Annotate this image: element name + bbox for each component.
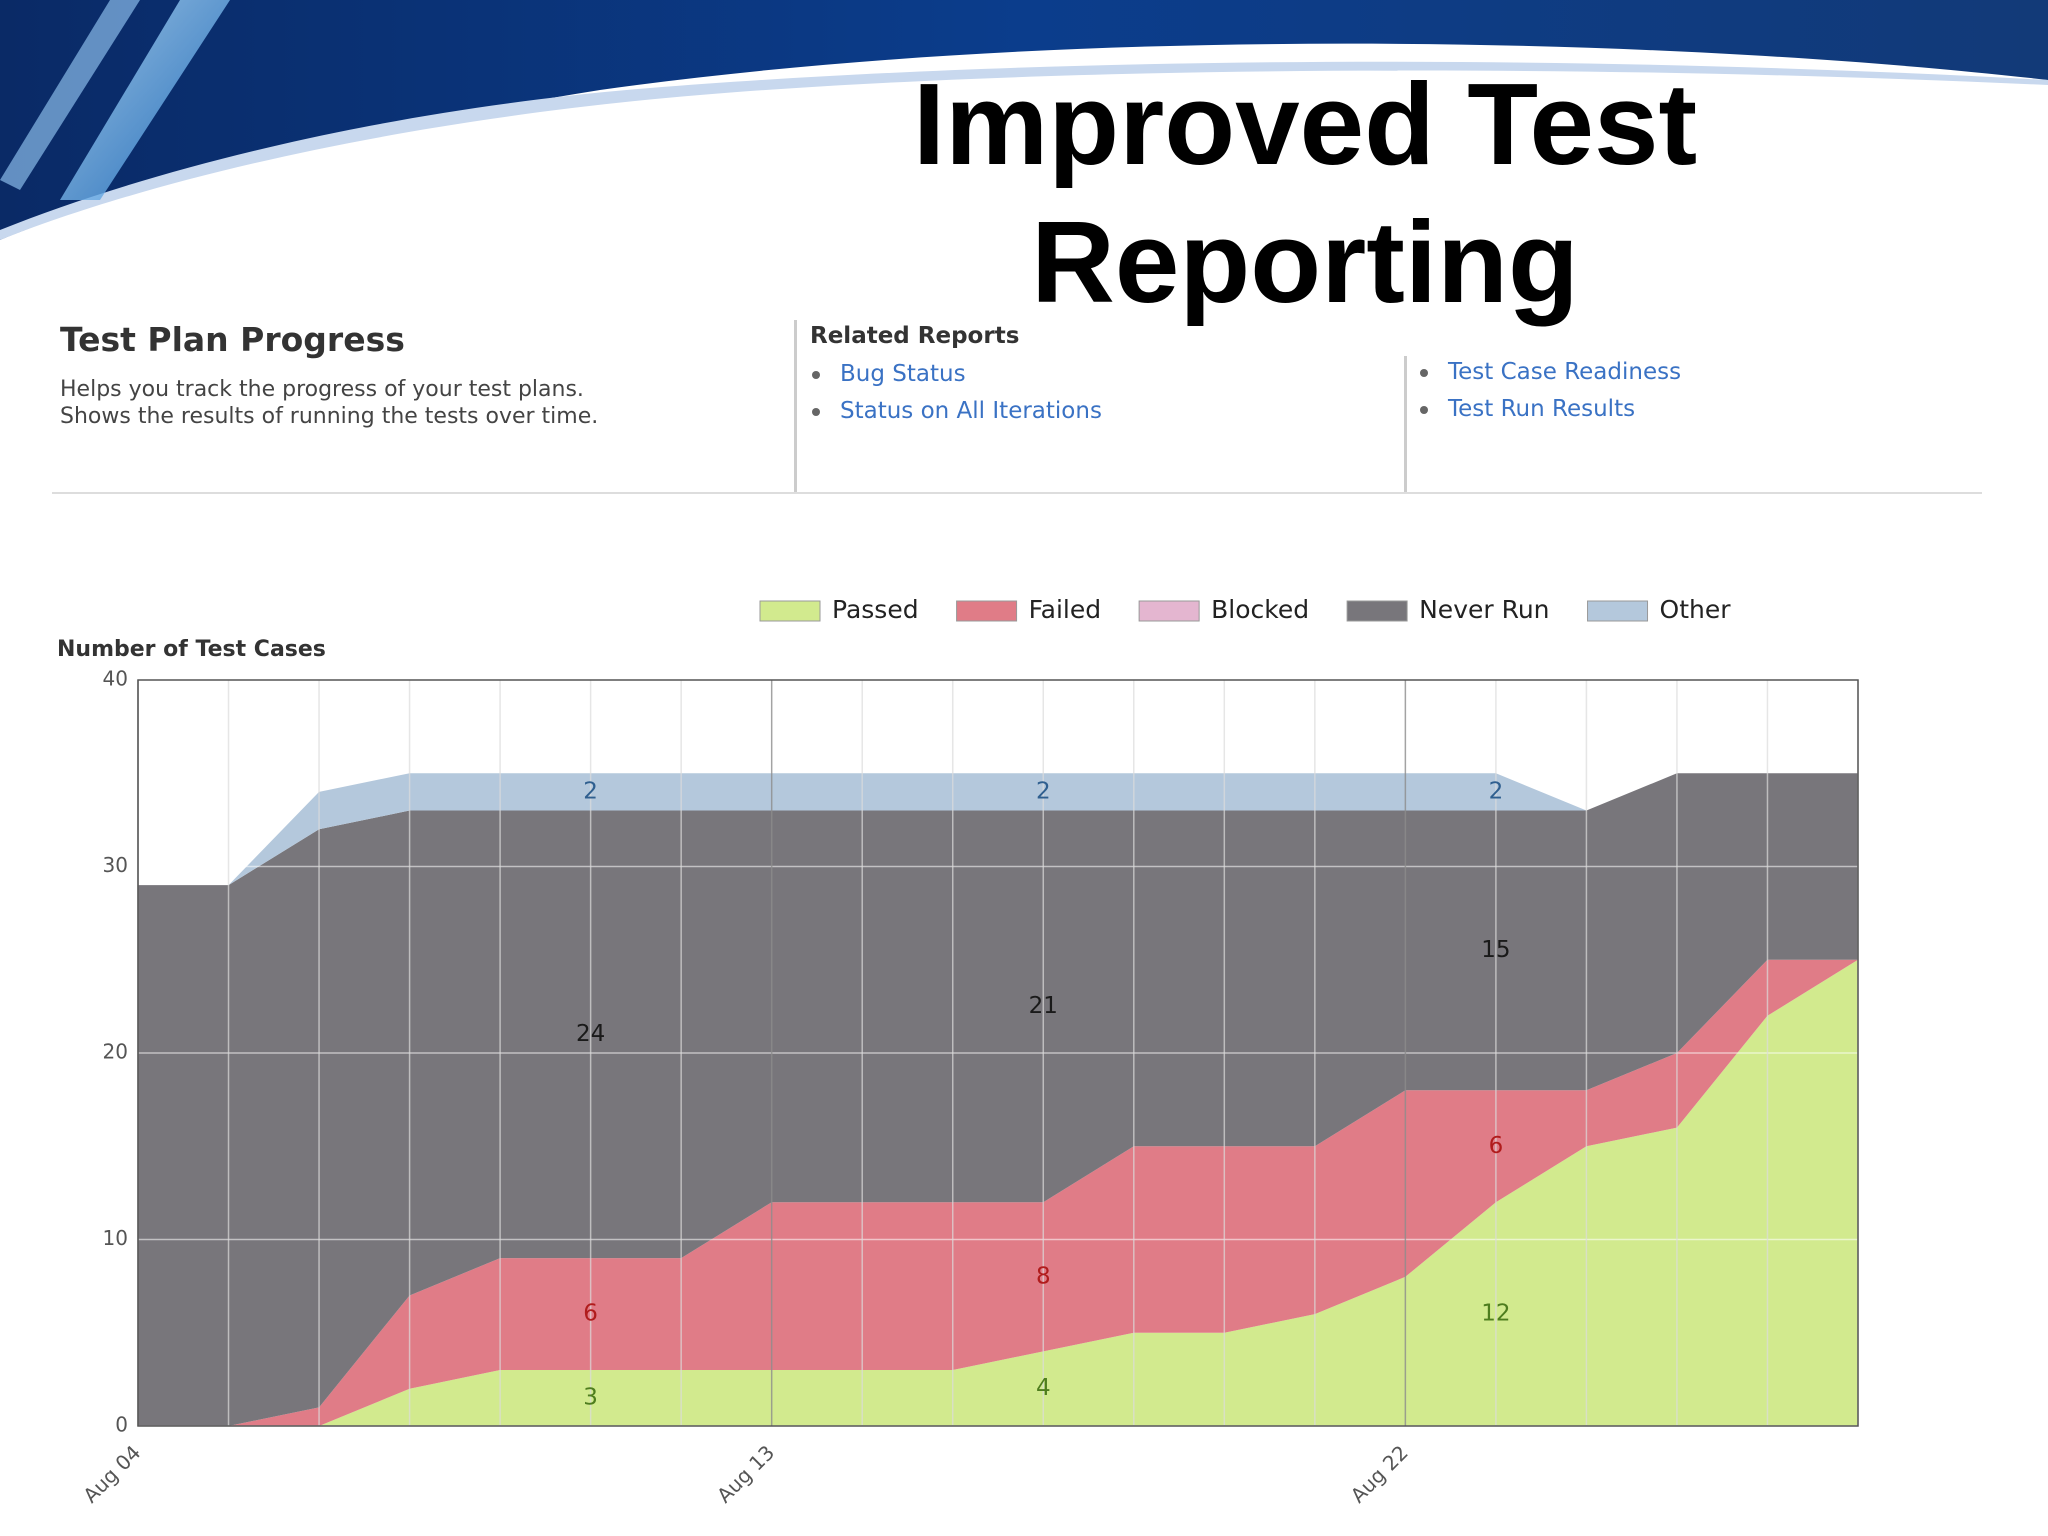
legend-swatch bbox=[1138, 600, 1200, 622]
data-label: 2 bbox=[1489, 778, 1504, 804]
data-label: 6 bbox=[1489, 1133, 1504, 1159]
title-line: Improved Test bbox=[912, 59, 1698, 189]
separator bbox=[52, 492, 1982, 494]
area bbox=[138, 773, 1858, 886]
description-line: Helps you track the progress of your tes… bbox=[60, 377, 584, 402]
x-tick-label: Aug 22 bbox=[1346, 1440, 1413, 1507]
slide-title: Improved Test Reporting bbox=[780, 55, 1830, 331]
data-label: 12 bbox=[1481, 1301, 1510, 1327]
data-label: 4 bbox=[1036, 1375, 1051, 1401]
plot-frame bbox=[137, 679, 1859, 1427]
data-label: 24 bbox=[576, 1021, 605, 1047]
report-heading: Test Plan Progress bbox=[60, 320, 405, 359]
legend-swatch bbox=[956, 600, 1018, 622]
area bbox=[138, 773, 1858, 1426]
report-link[interactable]: Bug Status bbox=[812, 356, 1102, 393]
data-label: 3 bbox=[583, 1385, 598, 1411]
data-label: 15 bbox=[1481, 937, 1510, 963]
y-tick-label: 20 bbox=[103, 1040, 128, 1064]
legend-swatch bbox=[1346, 600, 1408, 622]
report-description: Helps you track the progress of your tes… bbox=[60, 376, 598, 430]
report-link[interactable]: Status on All Iterations bbox=[812, 393, 1102, 430]
data-label: 8 bbox=[1036, 1263, 1051, 1289]
data-label: 2 bbox=[1036, 778, 1051, 804]
area bbox=[138, 959, 1858, 1426]
y-tick-label: 0 bbox=[115, 1413, 128, 1437]
legend-label: Passed bbox=[832, 595, 919, 624]
report-link[interactable]: Test Run Results bbox=[1420, 391, 1681, 428]
legend-label: Other bbox=[1660, 595, 1732, 624]
area bbox=[138, 959, 1858, 1426]
separator bbox=[794, 320, 797, 492]
title-line: Reporting bbox=[1031, 197, 1579, 327]
link-list: Test Case Readiness Test Run Results bbox=[1420, 354, 1681, 428]
link-list: Bug Status Status on All Iterations bbox=[812, 356, 1102, 430]
related-heading: Related Reports bbox=[810, 323, 1020, 349]
x-tick-label: Aug 04 bbox=[78, 1440, 145, 1507]
report-link[interactable]: Test Case Readiness bbox=[1420, 354, 1681, 391]
legend-label: Never Run bbox=[1419, 595, 1549, 624]
description-line: Shows the results of running the tests o… bbox=[60, 404, 599, 429]
legend-swatch bbox=[1587, 600, 1649, 622]
data-label: 21 bbox=[1029, 993, 1058, 1019]
y-axis-label: Number of Test Cases bbox=[57, 637, 326, 662]
y-tick-label: 10 bbox=[103, 1226, 128, 1250]
chart: Number of Test Cases 0 10 20 30 40 Aug 04 Aug … bbox=[57, 595, 1859, 1508]
x-tick-label: Aug 13 bbox=[712, 1440, 779, 1507]
data-label: 2 bbox=[583, 778, 598, 804]
data-label: 6 bbox=[583, 1301, 598, 1327]
legend-label: Blocked bbox=[1211, 595, 1309, 624]
y-tick-label: 30 bbox=[103, 853, 128, 877]
header-swoosh bbox=[0, 0, 2048, 240]
separator bbox=[1404, 356, 1407, 492]
y-tick-label: 40 bbox=[103, 667, 128, 691]
legend-swatch bbox=[759, 600, 821, 622]
legend-label: Failed bbox=[1029, 595, 1102, 624]
